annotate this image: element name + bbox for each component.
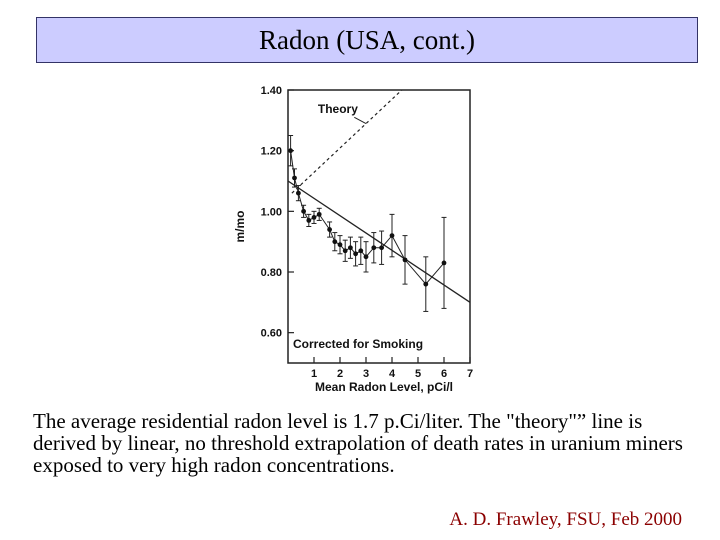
- data-point: [311, 215, 317, 220]
- x-tick-label: 5: [415, 368, 421, 380]
- slide-credit: A. D. Frawley, FSU, Feb 2000: [449, 509, 682, 530]
- chart-axes: [287, 89, 471, 364]
- data-point: [358, 248, 364, 254]
- data-point: [363, 254, 369, 260]
- data-point: [342, 248, 348, 254]
- radon-chart: 0.60 0.80 1.00 1.20 1.40 1 2 3 4 5 6 7 Mean Radon Le…: [233, 85, 473, 394]
- x-tick-label: 3: [363, 368, 369, 380]
- data-point: [337, 242, 343, 248]
- slide-title: Radon (USA, cont.): [36, 17, 698, 63]
- x-axis-label: Mean Radon Level, pCi/l: [315, 380, 453, 394]
- chart-marks: [288, 90, 470, 312]
- data-point: [423, 281, 429, 287]
- plot-frame: [287, 89, 471, 364]
- y-tick-label: 0.60: [261, 328, 282, 340]
- data-point: [288, 148, 293, 154]
- y-tick-label: 0.80: [261, 267, 282, 279]
- y-tick-label: 1.40: [261, 85, 282, 97]
- chart-labels: 0.60 0.80 1.00 1.20 1.40 1 2 3 4 5 6 7 Mean Radon Le…: [233, 85, 473, 394]
- data-point: [292, 175, 297, 181]
- data-point: [296, 190, 301, 196]
- theory-label: Theory: [318, 102, 358, 116]
- y-tick-label: 1.00: [261, 206, 282, 218]
- x-tick-label: 4: [389, 368, 396, 380]
- slide-caption: The average residential radon level is 1…: [33, 409, 683, 477]
- y-tick-label: 1.20: [261, 146, 282, 158]
- x-tick-label: 7: [467, 368, 473, 380]
- annotation-corrected-for-smoking: Corrected for Smoking: [293, 337, 423, 351]
- data-point: [389, 233, 395, 239]
- theory-line: [291, 90, 403, 194]
- x-tick-label: 1: [311, 368, 317, 380]
- x-tick-label: 6: [441, 368, 447, 380]
- theory-pointer: [354, 116, 367, 125]
- data-point: [441, 260, 447, 266]
- linear-fit-line: [288, 180, 470, 303]
- data-point: [306, 218, 312, 223]
- data-point: [353, 251, 358, 257]
- data-point: [402, 257, 408, 263]
- x-tick-label: 2: [337, 368, 343, 380]
- data-point: [348, 245, 353, 251]
- data-point: [327, 227, 332, 232]
- data-point: [301, 208, 306, 214]
- y-axis-label: m/mo: [233, 210, 247, 242]
- data-point: [332, 239, 338, 245]
- data-point: [379, 245, 384, 251]
- data-point: [371, 245, 377, 251]
- data-point: [316, 211, 322, 217]
